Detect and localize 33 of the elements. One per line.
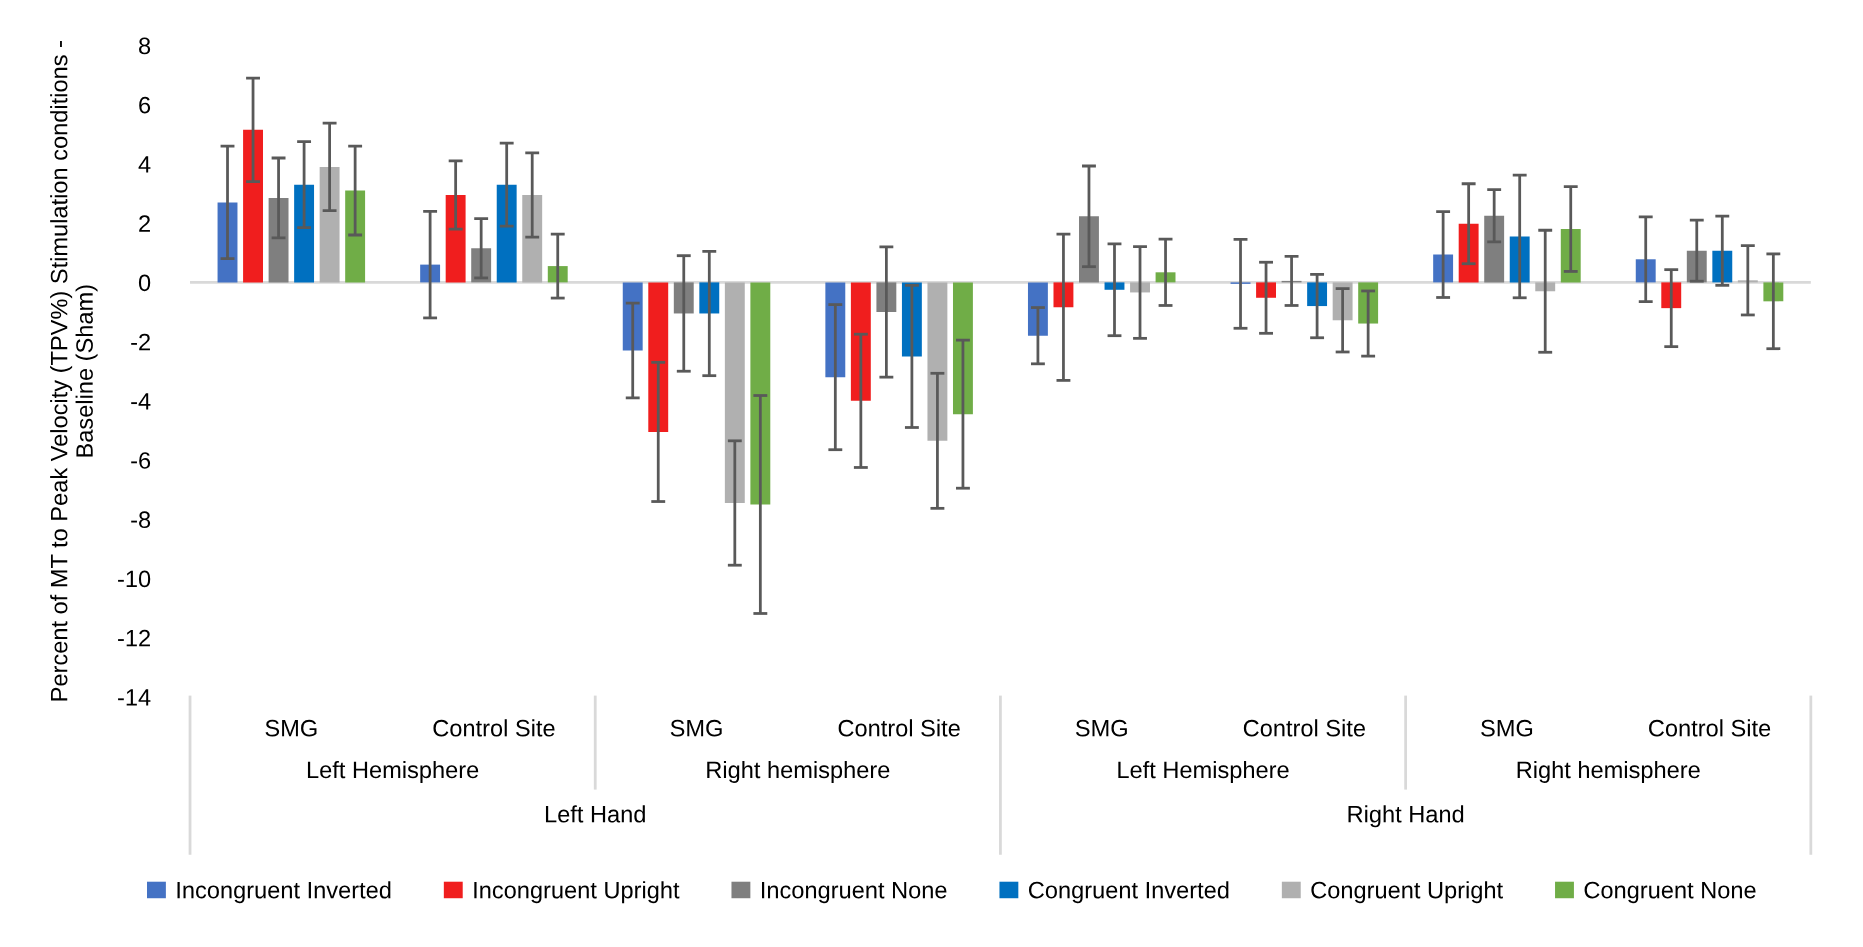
x-tick-label: Control Site bbox=[1649, 719, 1771, 737]
y-tick-label: -4 bbox=[131, 393, 151, 410]
x-tick-label: SMG bbox=[670, 719, 722, 737]
y-tick-label: -14 bbox=[118, 689, 151, 706]
y-tick-label: -8 bbox=[131, 511, 151, 529]
y-tick-label: -2 bbox=[131, 333, 150, 351]
y-axis-title: Percent of MT to Peak Velocity (TPV%) Stimulation conditions - Baseline (Sham) bbox=[50, 41, 98, 701]
text: Right Hand bbox=[1348, 805, 1464, 828]
text: Right hemisphere bbox=[1517, 760, 1700, 783]
legend-label: Incongruent Upright bbox=[474, 881, 680, 904]
y-tick-label: 8 bbox=[139, 37, 151, 55]
text: Left Hemisphere bbox=[307, 760, 479, 783]
x-tick-label: Control Site bbox=[433, 719, 555, 737]
y-tick-label: 2 bbox=[139, 215, 150, 232]
y-tick-label: 6 bbox=[139, 96, 151, 114]
legend-label: Incongruent Inverted bbox=[177, 881, 391, 904]
y-tick-label: -6 bbox=[131, 452, 151, 469]
legend-label: Congruent None bbox=[1584, 881, 1756, 904]
x-tick-label: Control Site bbox=[1243, 719, 1365, 737]
y-tick-label: 0 bbox=[138, 274, 151, 292]
x-tick-label: SMG bbox=[1075, 719, 1127, 737]
y-tick-label: -10 bbox=[118, 570, 151, 588]
legend-label: Incongruent None bbox=[761, 881, 947, 904]
text: Left Hemisphere bbox=[1118, 760, 1289, 783]
x-tick-label: SMG bbox=[265, 719, 317, 737]
legend-label: Congruent Inverted bbox=[1028, 881, 1229, 904]
x-tick-label: SMG bbox=[1481, 719, 1533, 737]
text: Right hemisphere bbox=[707, 760, 890, 783]
legend-label: Congruent Upright bbox=[1311, 881, 1503, 904]
y-tick-label: -12 bbox=[118, 629, 150, 647]
x-tick-label: Control Site bbox=[838, 719, 960, 737]
text: Left Hand bbox=[545, 805, 645, 823]
y-tick-label: 4 bbox=[138, 156, 151, 173]
